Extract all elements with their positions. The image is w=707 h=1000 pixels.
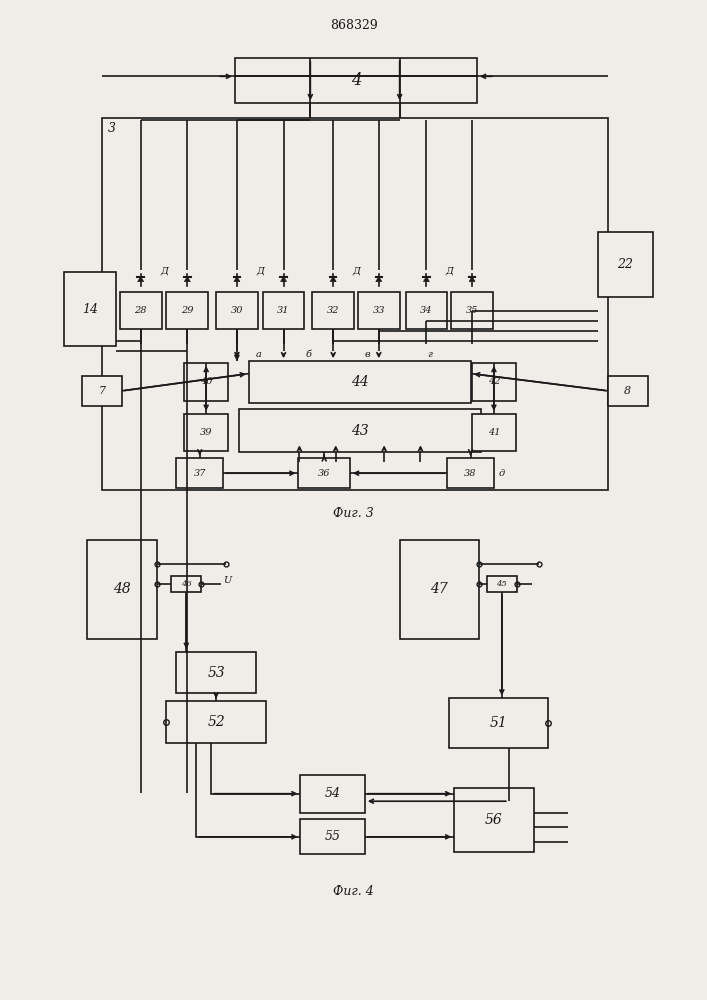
Bar (166, 292, 208, 329)
Polygon shape (330, 277, 336, 282)
Bar (102, 118, 608, 490)
Bar (312, 292, 354, 329)
Text: 56: 56 (485, 813, 503, 827)
Text: 37: 37 (194, 469, 206, 478)
Polygon shape (185, 277, 190, 282)
Text: 868329: 868329 (330, 19, 378, 32)
Text: 54: 54 (325, 787, 341, 800)
Text: Д: Д (445, 267, 453, 276)
Text: 55: 55 (325, 830, 341, 843)
Text: 38: 38 (464, 469, 477, 478)
Bar (166, 701, 266, 743)
Polygon shape (281, 277, 286, 282)
Bar (406, 292, 448, 329)
Bar (472, 414, 515, 451)
Bar (298, 458, 350, 488)
Bar (87, 540, 156, 639)
Bar (82, 376, 122, 406)
Text: 48: 48 (113, 582, 131, 596)
Bar (239, 409, 481, 452)
Text: 22: 22 (617, 258, 633, 271)
Bar (177, 458, 223, 488)
Bar (235, 58, 477, 103)
Bar (64, 272, 116, 346)
Bar (472, 363, 515, 401)
Polygon shape (469, 277, 475, 282)
Bar (451, 292, 493, 329)
Text: 14: 14 (82, 303, 98, 316)
Bar (399, 540, 479, 639)
Text: 3: 3 (108, 122, 116, 135)
Text: д: д (499, 469, 505, 478)
Text: 7: 7 (98, 386, 105, 396)
Text: 30: 30 (230, 306, 243, 315)
Text: Фиг. 4: Фиг. 4 (332, 885, 373, 898)
Text: 29: 29 (181, 306, 194, 315)
Text: 8: 8 (624, 386, 631, 396)
Text: 51: 51 (490, 716, 508, 730)
Bar (263, 292, 305, 329)
Text: б: б (305, 350, 311, 359)
Text: 34: 34 (420, 306, 433, 315)
Text: 40: 40 (200, 377, 212, 386)
Bar (608, 376, 648, 406)
Polygon shape (376, 277, 382, 282)
Text: а: а (256, 350, 262, 359)
Bar (454, 788, 534, 852)
Bar (185, 414, 228, 451)
Text: U: U (223, 576, 231, 585)
Bar (487, 576, 517, 592)
Bar (216, 292, 258, 329)
Text: 43: 43 (351, 424, 369, 438)
Bar (448, 458, 494, 488)
Text: 45: 45 (496, 580, 507, 588)
Bar (358, 292, 399, 329)
Bar (300, 775, 365, 813)
Text: Д: Д (257, 267, 264, 276)
Text: Фиг. 3: Фиг. 3 (332, 507, 373, 520)
Bar (185, 363, 228, 401)
Text: Д: Д (352, 267, 360, 276)
Polygon shape (138, 277, 144, 282)
Text: 31: 31 (277, 306, 290, 315)
Text: 28: 28 (134, 306, 147, 315)
Text: г: г (427, 350, 432, 359)
Text: 36: 36 (318, 469, 330, 478)
Text: 42: 42 (488, 377, 500, 386)
Text: 41: 41 (488, 428, 500, 437)
Text: 32: 32 (327, 306, 339, 315)
Text: в: в (365, 350, 370, 359)
Text: 46: 46 (181, 580, 192, 588)
Polygon shape (234, 277, 240, 282)
Text: 52: 52 (207, 715, 225, 729)
Bar (249, 361, 471, 403)
Text: 35: 35 (466, 306, 479, 315)
Bar (120, 292, 161, 329)
Text: 33: 33 (373, 306, 385, 315)
Bar (171, 576, 201, 592)
Text: 39: 39 (200, 428, 212, 437)
Bar (300, 819, 365, 854)
Bar (598, 232, 653, 297)
Text: 4: 4 (351, 72, 361, 89)
Polygon shape (423, 277, 429, 282)
Text: 53: 53 (207, 666, 225, 680)
Text: 47: 47 (431, 582, 448, 596)
Text: Д: Д (160, 267, 168, 276)
Bar (449, 698, 549, 748)
Bar (177, 652, 256, 693)
Text: 44: 44 (351, 375, 369, 389)
